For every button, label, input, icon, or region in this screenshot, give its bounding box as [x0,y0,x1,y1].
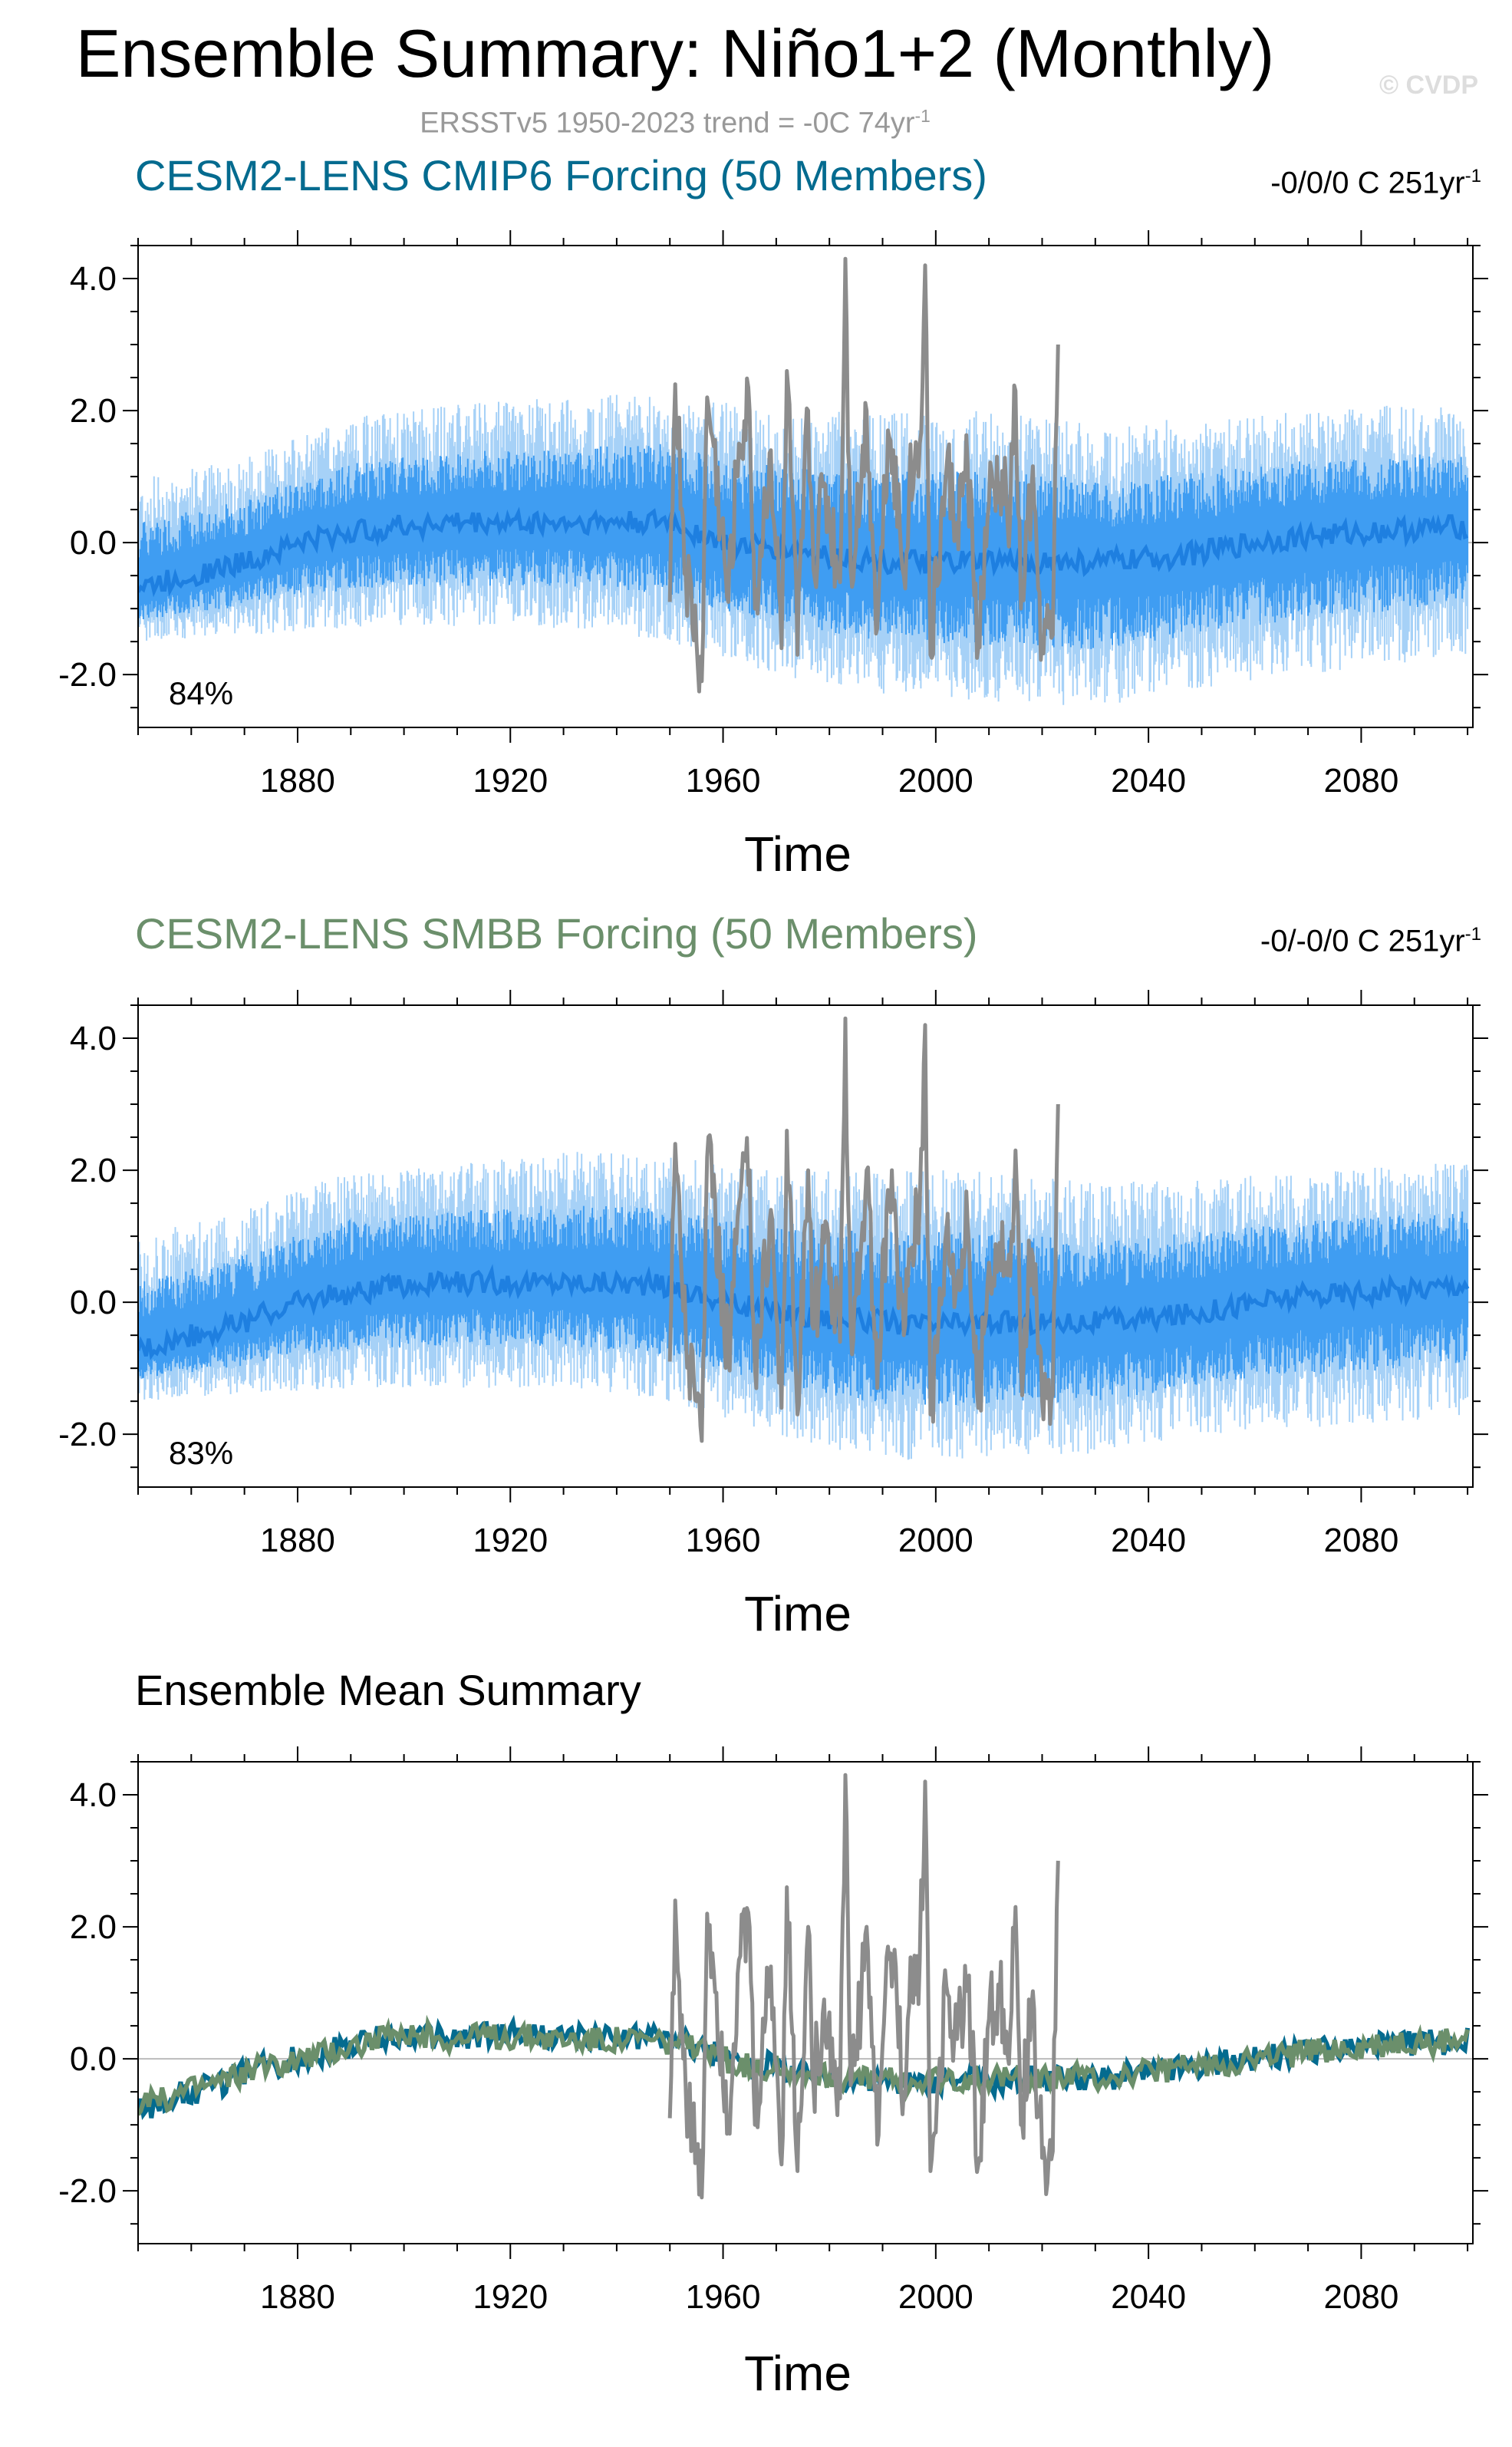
x-tick-label: 1880 [260,2278,335,2316]
x-tick-label: 2040 [1111,1522,1186,1559]
x-tick-label: 2040 [1111,762,1186,800]
panel-2-trend: -0/-0/0 C 251yr-1 [1260,924,1481,958]
x-tick-label: 1920 [473,1522,548,1559]
percent-label: 83% [169,1435,233,1471]
panel-3-xlabel: Time [744,2346,852,2401]
x-tick-label: 1960 [686,1522,761,1559]
x-tick-label: 2000 [898,2278,973,2316]
x-tick-label: 1920 [473,762,548,800]
x-tick-label: 2040 [1111,2278,1186,2316]
plot-frame [137,1761,1474,2244]
x-tick-label: 2080 [1323,2278,1398,2316]
percent-label: 84% [169,675,233,711]
y-tick-label: 4.0 [70,1776,117,1814]
y-tick-label: 2.0 [70,392,117,430]
plot-area [138,1016,1470,1460]
plot-area [138,256,1469,705]
panel-2-trend-sup: -1 [1464,924,1481,945]
panel-2-xlabel: Time [744,1586,852,1641]
panel-1-plot: 1880 1920 1960 2000 2040 2080 -2.0 0.0 2.0 4.0 84% [58,230,1488,800]
y-tick-label: -2.0 [58,1416,117,1453]
panel-3-title: Ensemble Mean Summary [135,1666,641,1714]
subtitle-text: ERSSTv5 1950-2023 trend = -0C 74yr [420,107,915,140]
y-tick-label: 0.0 [70,524,117,562]
watermark: © CVDP [1379,71,1478,100]
plot-frame [137,245,1474,728]
y-tick-label: 2.0 [70,1908,117,1946]
panel-1-trend-text: -0/0/0 C 251yr [1270,166,1465,200]
x-tick-label: 1880 [260,1522,335,1559]
x-tick-label: 1960 [686,762,761,800]
x-tick-label: 2000 [898,1522,973,1559]
plot-frame [137,1004,1474,1488]
observations-line [667,1773,1060,2200]
subtitle-sup: -1 [914,106,931,126]
panel-2-trend-text: -0/-0/0 C 251yr [1260,924,1465,958]
x-tick-label: 1880 [260,762,335,800]
y-tick-label: 2.0 [70,1152,117,1189]
x-tick-label: 1960 [686,2278,761,2316]
ensemble-mean-line [138,506,1469,598]
plot-area [138,1773,1471,2200]
y-tick-label: 0.0 [70,1284,117,1321]
panel-1-trend: -0/0/0 C 251yr-1 [1270,166,1481,200]
main-title: Ensemble Summary: Niño1+2 (Monthly) [75,15,1275,91]
panel-2-title: CESM2-LENS SMBB Forcing (50 Members) [135,909,978,958]
subtitle: ERSSTv5 1950-2023 trend = -0C 74yr-1 [0,106,1350,140]
x-tick-label: 1920 [473,2278,548,2316]
x-tick-label: 2080 [1323,1522,1398,1559]
panel-1-xlabel: Time [744,826,852,882]
observations-line [667,1016,1060,1443]
x-tick-label: 2000 [898,762,973,800]
x-tick-label: 2080 [1323,762,1398,800]
y-tick-label: -2.0 [58,2172,117,2210]
observations-line [667,256,1060,694]
y-tick-label: 0.0 [70,2040,117,2078]
panel-2-plot: 1880 1920 1960 2000 2040 2080 -2.0 0.0 2.0 4.0 83% [58,990,1488,1559]
y-tick-label: 4.0 [70,260,117,298]
y-tick-label: -2.0 [58,656,117,694]
panel-3-plot: 1880 1920 1960 2000 2040 2080 -2.0 0.0 2.0 4.0 [58,1746,1488,2316]
y-tick-label: 4.0 [70,1020,117,1057]
panel-1-trend-sup: -1 [1464,166,1481,186]
panel-1-title: CESM2-LENS CMIP6 Forcing (50 Members) [135,151,987,200]
